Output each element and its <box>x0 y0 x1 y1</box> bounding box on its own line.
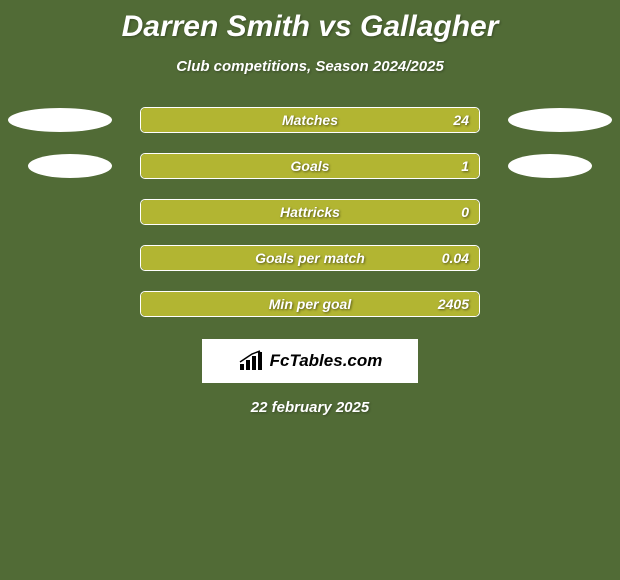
stat-bar: Hattricks 0 <box>140 199 480 225</box>
stat-label: Goals <box>291 158 330 174</box>
chart-icon <box>238 350 266 372</box>
stat-row-matches: Matches 24 <box>0 107 620 133</box>
comparison-subtitle: Club competitions, Season 2024/2025 <box>0 58 620 75</box>
stat-value: 24 <box>453 112 469 128</box>
stat-label: Min per goal <box>269 296 351 312</box>
stat-label: Hattricks <box>280 204 340 220</box>
brand-logo-text: FcTables.com <box>270 351 383 371</box>
stat-bar: Matches 24 <box>140 107 480 133</box>
stat-label: Matches <box>282 112 338 128</box>
player-badge-right <box>508 154 592 178</box>
stat-row-hattricks: Hattricks 0 <box>0 199 620 225</box>
stat-value: 0 <box>461 204 469 220</box>
stat-bar: Goals per match 0.04 <box>140 245 480 271</box>
brand-logo-box[interactable]: FcTables.com <box>202 339 418 383</box>
stat-row-min-per-goal: Min per goal 2405 <box>0 291 620 317</box>
stats-container: Matches 24 Goals 1 Hattricks 0 Goals per… <box>0 107 620 317</box>
stat-value: 1 <box>461 158 469 174</box>
comparison-date: 22 february 2025 <box>0 399 620 416</box>
stat-bar: Min per goal 2405 <box>140 291 480 317</box>
stat-label: Goals per match <box>255 250 365 266</box>
stat-value: 2405 <box>438 296 469 312</box>
player-badge-right <box>508 108 612 132</box>
comparison-title: Darren Smith vs Gallagher <box>0 0 620 44</box>
stat-bar: Goals 1 <box>140 153 480 179</box>
stat-row-goals: Goals 1 <box>0 153 620 179</box>
player-badge-left <box>8 108 112 132</box>
brand-logo-content: FcTables.com <box>238 350 383 372</box>
player-badge-left <box>28 154 112 178</box>
stat-value: 0.04 <box>442 250 469 266</box>
stat-row-goals-per-match: Goals per match 0.04 <box>0 245 620 271</box>
